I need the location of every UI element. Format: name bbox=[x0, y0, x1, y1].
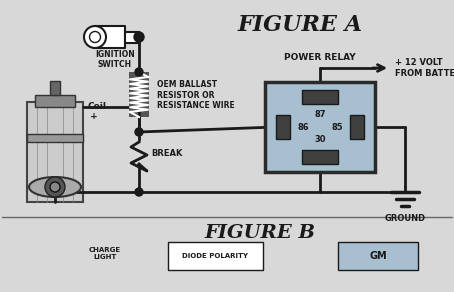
Text: 30: 30 bbox=[314, 135, 326, 144]
Bar bbox=[27, 134, 83, 142]
Circle shape bbox=[135, 128, 143, 136]
Text: 86: 86 bbox=[297, 123, 309, 131]
Bar bbox=[265, 82, 375, 172]
Bar bbox=[168, 242, 263, 270]
Text: Coil
 +: Coil + bbox=[87, 102, 106, 121]
Bar bbox=[27, 102, 83, 202]
Ellipse shape bbox=[29, 177, 81, 197]
Bar bbox=[35, 95, 75, 107]
Circle shape bbox=[50, 182, 60, 192]
Text: IGNITION
SWITCH: IGNITION SWITCH bbox=[95, 50, 135, 69]
Bar bbox=[276, 115, 290, 139]
Text: FIGURE B: FIGURE B bbox=[204, 224, 316, 242]
Text: BREAK: BREAK bbox=[151, 149, 183, 157]
Text: DIODE POLARITY: DIODE POLARITY bbox=[182, 253, 248, 259]
Bar bbox=[350, 115, 364, 139]
Bar bbox=[338, 242, 418, 270]
Bar bbox=[129, 72, 149, 117]
Circle shape bbox=[45, 177, 65, 197]
Circle shape bbox=[89, 32, 100, 43]
Circle shape bbox=[84, 26, 106, 48]
Text: GROUND: GROUND bbox=[385, 214, 425, 223]
Text: 87: 87 bbox=[314, 110, 326, 119]
Bar bbox=[125, 32, 139, 43]
Circle shape bbox=[135, 68, 143, 76]
Bar bbox=[95, 26, 125, 48]
Text: OEM BALLAST
RESISTOR OR
RESISTANCE WIRE: OEM BALLAST RESISTOR OR RESISTANCE WIRE bbox=[157, 80, 235, 110]
Circle shape bbox=[135, 188, 143, 196]
Text: + 12 VOLT
FROM BATTERY: + 12 VOLT FROM BATTERY bbox=[395, 58, 454, 78]
Bar bbox=[50, 81, 60, 95]
Text: 85: 85 bbox=[331, 123, 343, 131]
Text: GM: GM bbox=[369, 251, 387, 261]
Bar bbox=[302, 150, 338, 164]
Text: CHARGE
LIGHT: CHARGE LIGHT bbox=[89, 247, 121, 260]
Circle shape bbox=[134, 32, 144, 42]
Text: FIGURE A: FIGURE A bbox=[237, 14, 362, 36]
Text: POWER RELAY: POWER RELAY bbox=[284, 53, 356, 62]
Bar bbox=[302, 90, 338, 104]
